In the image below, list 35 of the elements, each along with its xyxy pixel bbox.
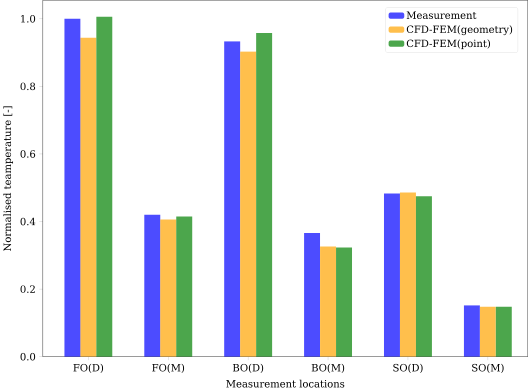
bar (496, 306, 512, 357)
bar (480, 306, 496, 357)
bar (224, 42, 240, 357)
bar (96, 16, 112, 357)
legend-label: CFD-FEM(point) (406, 39, 490, 50)
bar (80, 38, 96, 357)
bar (336, 248, 352, 357)
y-axis-title: Normalised teamperature [-] (3, 106, 14, 252)
bar (144, 214, 160, 357)
y-tick-label: 0.2 (20, 285, 35, 293)
bar (400, 192, 416, 357)
y-tick-label: 0.8 (20, 82, 36, 90)
bar (464, 305, 480, 357)
bar (240, 52, 256, 357)
bar (176, 216, 192, 357)
y-tick-label: 0.4 (20, 218, 36, 226)
y-tick-label: 0.6 (20, 150, 36, 158)
x-tick-label: BO(D) (232, 364, 264, 373)
x-axis-title: Measurement locations (226, 380, 344, 388)
legend-label: Measurement (406, 12, 476, 20)
bar (384, 194, 400, 357)
bar (416, 196, 432, 357)
legend-label: CFD-FEM(geometry) (406, 25, 512, 36)
x-tick-label: FO(D) (73, 364, 104, 373)
bar (256, 33, 272, 357)
y-tick-label: 1.0 (21, 15, 36, 23)
bar (64, 18, 80, 357)
bar (160, 220, 176, 357)
x-tick-label: BO(M) (312, 364, 344, 373)
x-tick-label: SO(D) (393, 364, 423, 373)
bar (320, 246, 336, 357)
x-tick-label: SO(M) (472, 364, 504, 373)
bar (304, 233, 320, 357)
x-tick-label: FO(M) (152, 364, 184, 373)
y-tick-label: 0.0 (20, 352, 36, 361)
